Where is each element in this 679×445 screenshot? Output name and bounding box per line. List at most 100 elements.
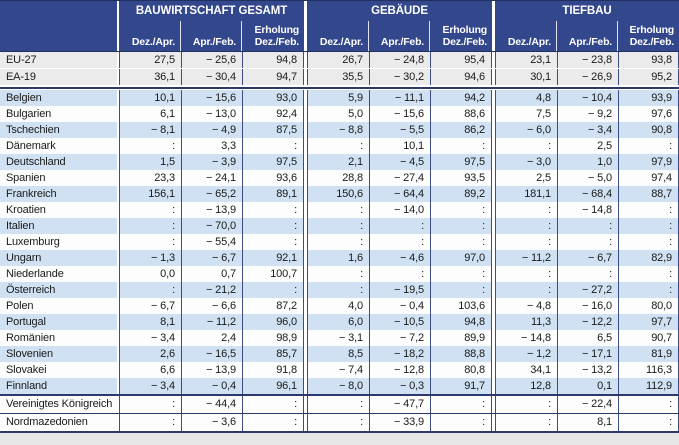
column-header-top-label: Erholung [254, 24, 300, 36]
cell-group: 0,0 0,7 100,7 [119, 266, 304, 282]
cell-group: 23,1 − 23,8 93,8 [495, 52, 679, 68]
cell-value: 89,9 [430, 330, 491, 346]
cell-group: :8,1: [495, 414, 679, 431]
cell-value: : [548, 236, 551, 248]
cell-value: − 70,0 [181, 218, 242, 234]
table-row: Frankreich 156,1 − 65,2 89,1 150,6 − 64,4 89,2… [0, 186, 679, 202]
column-header: Apr./Feb. [180, 21, 241, 51]
column-gap [304, 330, 307, 346]
cell-value: − 3,6 [181, 414, 242, 431]
column-gap [117, 346, 119, 362]
row-label: Vereinigtes Königreich [0, 395, 117, 413]
cell-value: 91,8 [242, 362, 303, 378]
cell-group: 4,0 − 0,4 103,6 [307, 298, 492, 314]
cell-value: 103,6 [430, 298, 491, 314]
cell-value: : [618, 282, 678, 298]
cell-value: 181,1 [524, 188, 551, 200]
column-gap [492, 298, 495, 314]
cell-value: − 3,4 [150, 332, 175, 344]
cell-value: 97,4 [618, 170, 678, 186]
column-gap [117, 138, 119, 154]
column-header-top-label: Erholung [629, 24, 675, 36]
cell-value: 12,8 [530, 380, 551, 392]
cell-value: 97,5 [242, 154, 303, 170]
cell-group: : − 14,0: [307, 202, 492, 218]
group-header: GEBÄUDE Dez./Apr. Apr./Feb. Erholung Dez./Fe… [307, 1, 492, 51]
cell-value: 2,5 [536, 172, 551, 184]
cell-group: 26,7 − 24,8 95,4 [307, 52, 492, 68]
cell-group: 1,5 − 3,9 97,5 [119, 154, 304, 170]
cell-value: 82,9 [618, 250, 678, 266]
cell-value: : [430, 218, 491, 234]
cell-value: − 11,2 [521, 252, 551, 264]
cell-value: − 27,4 [369, 170, 430, 186]
cell-value: 93,8 [618, 52, 678, 68]
table-row: Spanien 23,3 − 24,1 93,6 28,8 − 27,4 93,5 2,5 − … [0, 170, 679, 186]
cell-value: : [360, 397, 363, 410]
cell-value: 28,8 [342, 172, 363, 184]
cell-value: − 16,5 [181, 346, 242, 362]
column-gap [117, 106, 119, 122]
cell-value: 34,1 [530, 364, 551, 376]
column-gap [304, 266, 307, 282]
column-gap [492, 90, 495, 106]
column-header-top-label: Erholung [442, 24, 488, 36]
table-row: Slovenien 2,6− 16,5 85,7 8,5− 18,2 88,8− 1,2… [0, 346, 679, 362]
table-row: EA-19 36,1 − 30,4 94,7 35,5 − 30,2 94,6 30,1 − 2… [0, 68, 679, 85]
cell-value: − 14,8 [557, 202, 618, 218]
table-row: Italien: − 70,0::::::: [0, 218, 679, 234]
cell-value: − 7,2 [369, 330, 430, 346]
cell-value: 10,1 [369, 138, 430, 154]
cell-group: 181,1 − 68,4 88,7 [495, 186, 679, 202]
cell-value: − 8,8 [338, 124, 363, 136]
cell-group: 28,8 − 27,4 93,5 [307, 170, 492, 186]
cell-value: 89,2 [430, 186, 491, 202]
cell-group: : − 33,9: [307, 414, 492, 431]
column-gap [492, 378, 495, 394]
column-header-label: Apr./Feb. [192, 36, 236, 48]
row-label: Nordmazedonien [0, 414, 117, 431]
cell-value: − 22,4 [557, 395, 618, 413]
cell-value: 91,7 [430, 378, 491, 394]
cell-value: : [369, 218, 430, 234]
cell-group: 5,9 − 11,1 94,2 [307, 90, 492, 106]
cell-group: 27,5 − 25,6 94,8 [119, 52, 304, 68]
cell-value: − 64,4 [369, 186, 430, 202]
column-gap [304, 52, 307, 68]
cell-group: 4,8 − 10,4 93,9 [495, 90, 679, 106]
column-gap [492, 186, 495, 202]
cell-value: 96,1 [242, 378, 303, 394]
row-label: Finnland [0, 378, 117, 394]
cell-value: − 6,6 [181, 298, 242, 314]
column-gap [304, 69, 307, 85]
section-separator-line [0, 412, 679, 414]
row-label: Polen [0, 298, 117, 314]
cell-group: ::: [495, 266, 679, 282]
cell-group: : − 55,4: [119, 234, 304, 250]
table-row: Nordmazedonien: − 3,6:: − 33,9::8,1: [0, 414, 679, 431]
cell-value: 116,3 [618, 362, 678, 378]
cell-group: 150,6 − 64,4 89,2 [307, 186, 492, 202]
column-header-label: Apr./Feb. [568, 36, 612, 48]
cell-value: : [369, 234, 430, 250]
cell-value: 97,6 [618, 106, 678, 122]
header-corner-cell [0, 1, 117, 51]
cell-group: 8,1 − 11,2 96,0 [119, 314, 304, 330]
column-gap [117, 395, 119, 413]
cell-value: 30,1 [530, 71, 551, 83]
cell-group: − 3,4 − 0,4 96,1 [119, 378, 304, 394]
column-gap [492, 106, 495, 122]
cell-group: : − 22,4: [495, 395, 679, 413]
cell-value: : [360, 268, 363, 280]
cell-value: − 3,0 [526, 156, 551, 168]
cell-value: − 25,6 [181, 52, 242, 68]
column-gap [304, 346, 307, 362]
cell-value: 100,7 [242, 266, 303, 282]
cell-value: 6,5 [557, 330, 618, 346]
cell-value: : [618, 395, 678, 413]
cell-value: 88,8 [430, 346, 491, 362]
cell-value: − 6,7 [150, 300, 175, 312]
column-gap [304, 314, 307, 330]
cell-group: ::: [307, 266, 492, 282]
cell-value: − 14,8 [521, 332, 551, 344]
